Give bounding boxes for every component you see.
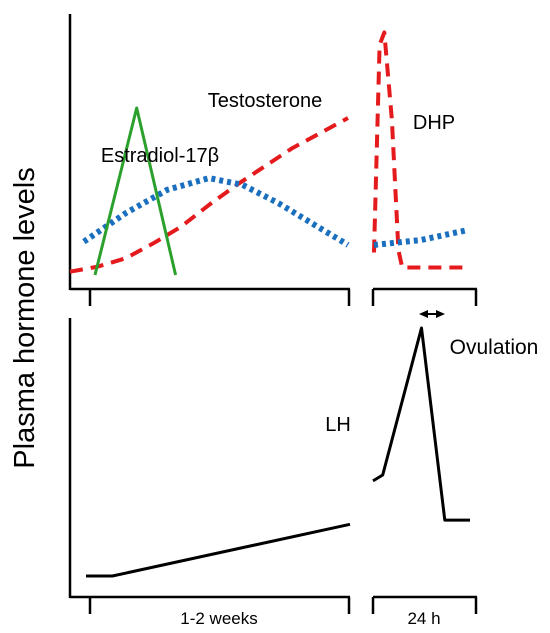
- ovulation-label: Ovulation: [450, 336, 539, 359]
- dhp-label: DHP: [413, 112, 455, 134]
- testosterone-label: Testosterone: [208, 90, 323, 112]
- testosterone-line-segment-1: [372, 30, 468, 270]
- y-axis-title: Plasma hormone levels: [9, 167, 41, 468]
- x-label-weeks: 1-2 weeks: [180, 609, 257, 628]
- steroid-series-layer: [69, 30, 469, 276]
- estradiol-17--line-segment-0: [82, 175, 350, 248]
- lh-line-segment-1: [372, 326, 470, 522]
- estradiol-17--line-segment-1: [373, 227, 469, 248]
- ovulation-arrow: [419, 310, 445, 318]
- testosterone-line-segment-0: [69, 116, 349, 274]
- x-label-24h: 24 h: [407, 609, 440, 628]
- estradiol-label: Estradiol-17β: [101, 145, 219, 167]
- lh-series-layer: [86, 326, 470, 578]
- lh-line-segment-0: [86, 522, 351, 578]
- dhp-line-segment-0: [93, 106, 178, 276]
- lh-label: LH: [325, 414, 351, 436]
